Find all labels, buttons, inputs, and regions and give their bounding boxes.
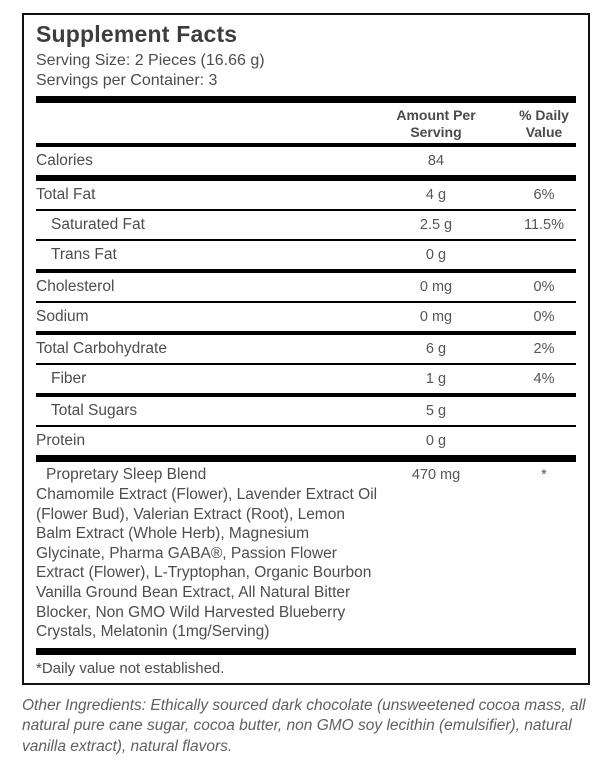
daily-value-footnote: *Daily value not established. [36, 659, 225, 677]
column-header-daily-value: % Daily Value [519, 107, 569, 140]
nutrient-label: Trans Fat [51, 246, 117, 263]
nutrient-amount: 1 g [425, 371, 447, 387]
nutrient-amount: 0 g [425, 433, 447, 449]
row-saturated-fat: Saturated Fat 2.5 g 11.5% [36, 211, 576, 241]
row-total-carbohydrate: Total Carbohydrate 6 g 2% [36, 335, 576, 365]
supplement-facts-panel: Supplement Facts Serving Size: 2 Pieces … [22, 13, 590, 685]
servings-per-container: Servings per Container: 3 [36, 72, 218, 89]
nutrient-daily-value: 0% [533, 279, 555, 295]
nutrient-label: Protein [36, 432, 86, 449]
nutrient-label: Total Carbohydrate [36, 340, 167, 357]
panel-title: Supplement Facts [36, 21, 238, 47]
nutrient-amount: 0 mg [419, 309, 453, 325]
nutrient-daily-value: 0% [533, 309, 555, 325]
blend-daily-value: * [541, 467, 547, 483]
row-protein: Protein 0 g [36, 427, 576, 462]
row-sodium: Sodium 0 mg 0% [36, 303, 576, 335]
row-total-sugars: Total Sugars 5 g [36, 397, 576, 427]
nutrient-label: Cholesterol [36, 278, 115, 295]
nutrient-amount: 2.5 g [419, 217, 453, 233]
proprietary-blend-section: Propretary Sleep Blend 470 mg * Chamomil… [36, 462, 576, 655]
blend-amount: 470 mg [411, 467, 461, 483]
nutrient-daily-value: 11.5% [523, 217, 565, 233]
nutrient-label: Fiber [51, 370, 87, 387]
row-calories: Calories 84 [36, 147, 576, 181]
nutrient-amount: 0 mg [419, 279, 453, 295]
nutrient-daily-value: 6% [533, 187, 555, 203]
serving-size: Serving Size: 2 Pieces (16.66 g) [36, 52, 265, 69]
blend-ingredients-list: Chamomile Extract (Flower), Lavender Ext… [36, 486, 378, 641]
nutrient-amount: 6 g [425, 341, 447, 357]
row-total-fat: Total Fat 4 g 6% [36, 181, 576, 211]
other-ingredients-text: Other Ingredients: Ethically sourced dar… [22, 696, 586, 755]
nutrient-daily-value: 4% [533, 371, 555, 387]
nutrient-label: Sodium [36, 308, 89, 325]
title-block: Supplement Facts Serving Size: 2 Pieces … [36, 15, 576, 103]
nutrient-label: Calories [36, 152, 93, 169]
nutrient-amount: 4 g [425, 187, 447, 203]
blend-name: Propretary Sleep Blend [46, 466, 207, 483]
row-cholesterol: Cholesterol 0 mg 0% [36, 273, 576, 303]
nutrient-daily-value: 2% [533, 341, 555, 357]
nutrient-label: Total Sugars [51, 402, 138, 419]
nutrient-amount: 5 g [425, 403, 447, 419]
nutrient-amount: 0 g [425, 247, 447, 263]
nutrient-label: Total Fat [36, 186, 96, 203]
row-trans-fat: Trans Fat 0 g [36, 241, 576, 273]
row-fiber: Fiber 1 g 4% [36, 365, 576, 397]
column-header-amount: Amount Per Serving [396, 107, 476, 140]
nutrient-amount: 84 [427, 153, 445, 169]
table-header-row: Amount Per Serving % Daily Value [36, 103, 576, 147]
nutrient-label: Saturated Fat [51, 216, 145, 233]
blend-header-row: Propretary Sleep Blend 470 mg * [36, 466, 576, 484]
